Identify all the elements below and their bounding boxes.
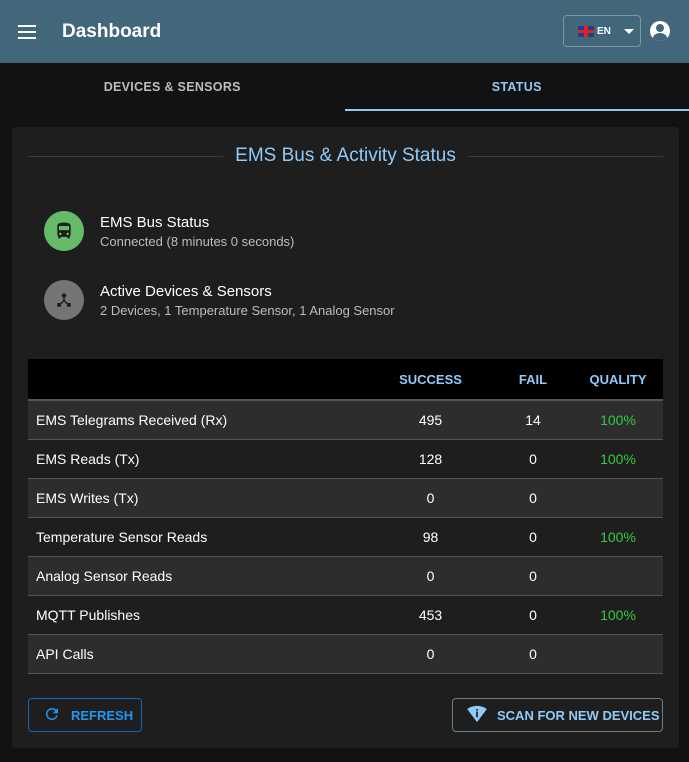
fail-count: 0	[493, 556, 573, 596]
menu-icon[interactable]	[18, 24, 36, 39]
refresh-icon	[43, 705, 61, 726]
quality-value: 100%	[573, 595, 663, 635]
active-devices-title: Active Devices & Sensors	[100, 282, 272, 300]
row-label: Analog Sensor Reads	[28, 556, 368, 596]
success-count: 495	[368, 400, 493, 440]
bus-status-text: Connected (8 minutes 0 seconds)	[100, 233, 295, 249]
success-count: 128	[368, 439, 493, 479]
refresh-button[interactable]: REFRESH	[28, 698, 142, 732]
table-row: API Calls 0 0	[28, 634, 663, 674]
status-card: EMS Bus & Activity Status EMS Bus Status…	[12, 127, 679, 748]
caret-down-icon	[623, 28, 634, 34]
wifi-info-icon	[467, 705, 487, 726]
stats-table: SUCCESS FAIL QUALITY EMS Telegrams Recei…	[28, 359, 663, 674]
fail-count: 0	[493, 634, 573, 674]
success-count: 0	[368, 634, 493, 674]
scan-label: SCAN FOR NEW DEVICES	[497, 707, 660, 723]
refresh-label: REFRESH	[71, 707, 134, 723]
success-count: 98	[368, 517, 493, 557]
tab-devices-sensors[interactable]: DEVICES & SENSORS	[103, 80, 241, 94]
quality-value	[573, 634, 663, 674]
table-row: EMS Reads (Tx) 128 0 100%	[28, 439, 663, 479]
fail-count: 0	[493, 478, 573, 518]
account-icon[interactable]	[650, 21, 670, 41]
row-label: API Calls	[28, 634, 368, 674]
quality-value	[573, 556, 663, 596]
col-header-fail: FAIL	[493, 359, 573, 401]
language-select[interactable]: EN	[563, 15, 641, 47]
card-title: EMS Bus & Activity Status	[235, 145, 456, 166]
success-count: 0	[368, 478, 493, 518]
quality-value: 100%	[573, 400, 663, 440]
active-devices-item: Active Devices & Sensors 2 Devices, 1 Tem…	[44, 280, 395, 320]
col-header-success: SUCCESS	[368, 359, 493, 401]
bus-status-item: EMS Bus Status Connected (8 minutes 0 sec…	[44, 211, 294, 251]
row-label: Temperature Sensor Reads	[28, 517, 368, 557]
device-hub-icon	[44, 280, 84, 320]
quality-value: 100%	[573, 517, 663, 557]
quality-value	[573, 478, 663, 518]
app-bar: Dashboard EN	[0, 0, 689, 63]
tab-status[interactable]: STATUS	[344, 63, 689, 111]
uk-flag-icon	[578, 25, 594, 37]
success-count: 453	[368, 595, 493, 635]
table-row: Analog Sensor Reads 0 0	[28, 556, 663, 596]
table-row: MQTT Publishes 453 0 100%	[28, 595, 663, 635]
row-label: MQTT Publishes	[28, 595, 368, 635]
page-title: Dashboard	[62, 20, 162, 42]
col-header-quality: QUALITY	[573, 359, 663, 401]
bus-icon	[44, 211, 84, 251]
table-row: Temperature Sensor Reads 98 0 100%	[28, 517, 663, 557]
bus-status-title: EMS Bus Status	[100, 213, 210, 231]
tab-bar: DEVICES & SENSORS STATUS	[0, 63, 689, 111]
table-row: EMS Telegrams Received (Rx) 495 14 100%	[28, 400, 663, 440]
fail-count: 0	[493, 439, 573, 479]
success-count: 0	[368, 556, 493, 596]
row-label: EMS Telegrams Received (Rx)	[28, 400, 368, 440]
language-label: EN	[597, 25, 611, 37]
col-header-name	[28, 359, 368, 401]
row-label: EMS Writes (Tx)	[28, 478, 368, 518]
card-title-divider: EMS Bus & Activity Status	[28, 145, 664, 167]
fail-count: 0	[493, 595, 573, 635]
quality-value: 100%	[573, 439, 663, 479]
table-row: EMS Writes (Tx) 0 0	[28, 478, 663, 518]
fail-count: 0	[493, 517, 573, 557]
fail-count: 14	[493, 400, 573, 440]
scan-devices-button[interactable]: SCAN FOR NEW DEVICES	[452, 698, 663, 732]
row-label: EMS Reads (Tx)	[28, 439, 368, 479]
active-devices-text: 2 Devices, 1 Temperature Sensor, 1 Analo…	[100, 302, 395, 318]
